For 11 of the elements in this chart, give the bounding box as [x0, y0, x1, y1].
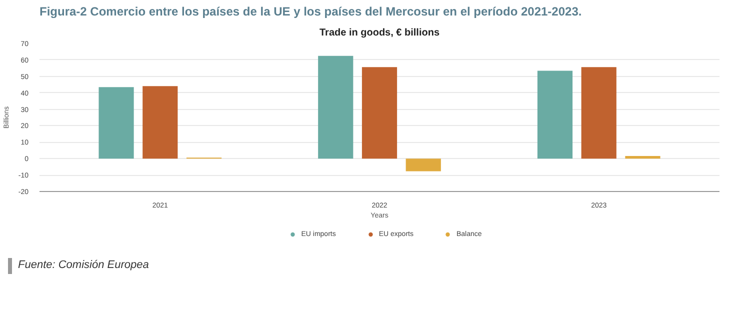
- bar: [318, 56, 354, 159]
- source-note: Fuente: Comisión Europea: [18, 258, 149, 273]
- chart-subtitle: Trade in goods, € billions: [319, 28, 440, 38]
- bar: [625, 156, 660, 159]
- bar: [362, 67, 398, 159]
- chart-title: Figura-2 Comercio entre los países de la UE y los países del Mercosur en el período 2021-2023.: [40, 4, 582, 18]
- bar: [98, 87, 134, 159]
- bar: [581, 67, 616, 159]
- bar: [537, 70, 573, 159]
- bar: [406, 158, 441, 172]
- bar: [142, 86, 178, 159]
